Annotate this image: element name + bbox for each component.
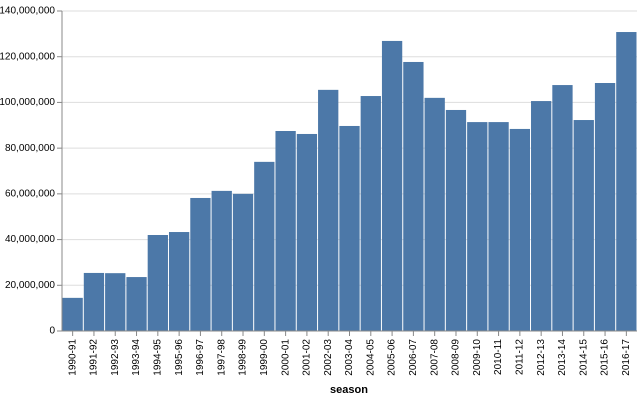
bar <box>83 272 105 331</box>
x-tick-label: 1990-91 <box>67 339 78 376</box>
x-tick-label: 1992-93 <box>110 339 121 376</box>
x-tick-label: 2012-13 <box>536 339 547 376</box>
bar <box>254 161 275 331</box>
y-tick-label: 80,000,000 <box>5 143 55 154</box>
y-tick-label: 20,000,000 <box>5 280 55 291</box>
bar <box>147 235 168 331</box>
x-tick-label: 1996-97 <box>195 339 206 376</box>
bar <box>105 273 126 331</box>
x-axis-title: season <box>330 384 368 396</box>
y-tick-label: 60,000,000 <box>5 188 55 199</box>
bar <box>168 232 190 331</box>
x-tick-label: 2001-02 <box>302 339 313 376</box>
x-tick-label: 1991-92 <box>89 339 100 376</box>
bar <box>573 120 594 332</box>
x-tick-label: 2005-06 <box>387 339 398 376</box>
bar <box>339 125 360 331</box>
y-tick-label: 140,000,000 <box>0 6 55 17</box>
x-tick-label: 1999-00 <box>259 339 270 376</box>
x-tick-label: 2015-16 <box>600 339 611 376</box>
bar <box>296 133 318 331</box>
x-tick-label: 2010-11 <box>493 339 504 375</box>
x-tick-label: 2016-17 <box>621 339 632 376</box>
x-tick-label: 2000-01 <box>280 339 291 376</box>
x-tick-label: 2013-14 <box>557 339 568 376</box>
y-tick-label: 0 <box>49 326 55 337</box>
bar <box>62 297 83 331</box>
x-tick-label: 2003-04 <box>344 339 355 376</box>
bar <box>531 101 552 331</box>
bar <box>445 109 467 331</box>
bar <box>403 61 424 331</box>
x-tick-label: 2014-15 <box>578 339 589 376</box>
bar <box>211 190 232 331</box>
bar <box>381 40 403 331</box>
bar <box>552 85 573 331</box>
x-tick-label: 1998-99 <box>238 339 249 376</box>
bar <box>467 122 488 331</box>
bar <box>126 277 147 331</box>
x-tick-label: 2007-08 <box>429 339 440 376</box>
bar <box>275 131 296 331</box>
x-tick-label: 1995-96 <box>174 339 185 376</box>
bar <box>594 83 616 331</box>
y-tick-label: 120,000,000 <box>0 51 55 62</box>
bar <box>318 89 339 331</box>
x-tick-label: 1993-94 <box>131 339 142 376</box>
x-tick-label: 1997-98 <box>216 339 227 376</box>
x-tick-label: 2008-09 <box>451 339 462 376</box>
y-tick-label: 40,000,000 <box>5 234 55 245</box>
x-tick-label: 2009-10 <box>472 339 483 376</box>
bar <box>509 128 531 331</box>
bar <box>232 193 254 331</box>
bar <box>488 122 509 331</box>
x-tick-label: 2011-12 <box>515 339 526 375</box>
bar <box>616 32 637 332</box>
x-tick-label: 2006-07 <box>408 339 419 376</box>
x-tick-label: 2004-05 <box>365 339 376 376</box>
bar <box>190 197 211 331</box>
bar <box>360 96 381 332</box>
y-tick-label: 100,000,000 <box>0 97 55 108</box>
bar <box>424 97 445 331</box>
x-tick-label: 1994-95 <box>152 339 163 376</box>
x-tick-label: 2002-03 <box>323 339 334 376</box>
